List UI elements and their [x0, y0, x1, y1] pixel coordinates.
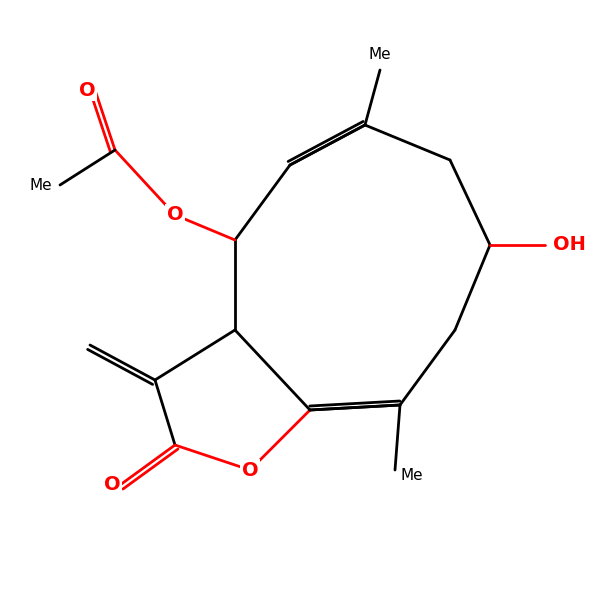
Text: OH: OH [553, 235, 586, 254]
Text: Me: Me [400, 467, 422, 482]
Text: Me: Me [29, 178, 52, 193]
Text: O: O [167, 205, 184, 224]
Text: Me: Me [368, 47, 391, 62]
Text: O: O [104, 475, 121, 494]
Text: O: O [242, 461, 259, 479]
Text: O: O [79, 80, 95, 100]
